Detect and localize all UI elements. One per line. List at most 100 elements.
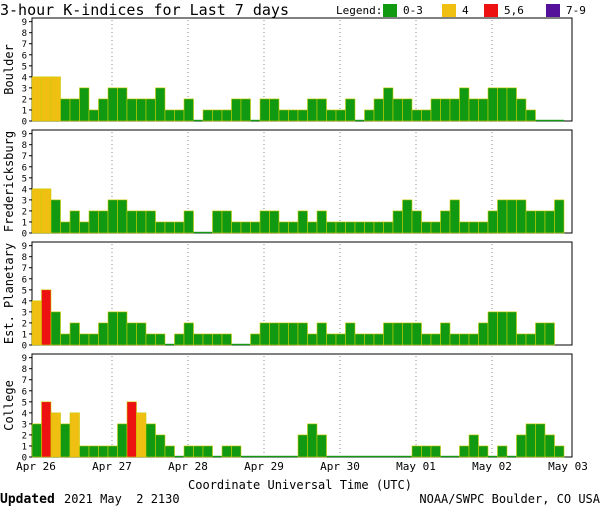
k-index-bar [468, 434, 479, 458]
y-tick-label: 8 [22, 29, 27, 39]
k-index-bar [174, 333, 185, 346]
k-index-bar [335, 221, 346, 234]
k-index-bar [411, 210, 422, 234]
k-index-bar [288, 322, 299, 346]
k-index-bar [212, 210, 223, 234]
k-index-bar [516, 199, 527, 234]
y-tick-label: 5 [22, 286, 27, 296]
panel-ylabel: Fredericksburg [2, 131, 16, 232]
k-index-bar [31, 76, 42, 122]
k-index-bar [535, 423, 546, 458]
x-tick-label: Apr 30 [320, 460, 360, 473]
k-index-bar [316, 98, 327, 122]
y-tick-label: 2 [22, 95, 27, 105]
y-tick-label: 9 [22, 18, 27, 28]
y-tick-label: 1 [22, 442, 27, 452]
k-index-bar [478, 98, 489, 122]
x-tick-label: Apr 26 [16, 460, 56, 473]
y-tick-label: 7 [22, 376, 27, 386]
k-index-bar [202, 445, 213, 458]
y-tick-label: 6 [22, 387, 27, 397]
k-index-bar [155, 333, 166, 346]
k-index-bar [88, 210, 99, 234]
k-index-bar [554, 199, 565, 234]
y-tick-label: 2 [22, 207, 27, 217]
y-tick-label: 4 [22, 297, 27, 307]
k-index-bar [79, 87, 90, 122]
k-index-bar [79, 221, 90, 234]
k-index-bar [88, 333, 99, 346]
k-index-bar [383, 87, 394, 122]
legend-text-7-9: 7-9 [566, 4, 586, 17]
k-index-bar [50, 311, 61, 346]
k-index-bar [136, 412, 147, 458]
k-index-bar [259, 322, 270, 346]
k-index-bar [468, 333, 479, 346]
k-index-bar [202, 333, 213, 346]
k-index-bar [183, 98, 194, 122]
k-index-bar [79, 333, 90, 346]
k-index-bar [316, 434, 327, 458]
k-index-bar [107, 87, 118, 122]
k-index-bar [231, 221, 242, 234]
k-index-bar [269, 98, 280, 122]
k-index-bar [145, 423, 156, 458]
k-index-bar [136, 322, 147, 346]
k-index-bar [31, 188, 42, 234]
legend-text-0-3: 0-3 [403, 4, 423, 17]
panel-ylabel: College [2, 380, 16, 431]
k-index-bar [117, 87, 128, 122]
k-index-bar [41, 188, 52, 234]
legend-text-4: 4 [462, 4, 469, 17]
k-index-bar [98, 210, 109, 234]
legend-text-5-6: 5,6 [504, 4, 524, 17]
k-index-bar [421, 109, 432, 122]
k-index-bar [269, 322, 280, 346]
y-tick-label: 3 [22, 196, 27, 206]
k-index-bar [164, 445, 175, 458]
k-index-bar [335, 109, 346, 122]
legend-label: Legend: [336, 4, 382, 17]
k-index-bar [307, 423, 318, 458]
k-index-bar [525, 333, 536, 346]
y-tick-label: 9 [22, 354, 27, 364]
k-index-bar [459, 333, 470, 346]
y-tick-label: 3 [22, 420, 27, 430]
y-tick-label: 8 [22, 365, 27, 375]
k-index-bar [69, 412, 80, 458]
y-tick-label: 7 [22, 152, 27, 162]
k-index-bar [69, 210, 80, 234]
y-tick-label: 0 [22, 454, 27, 464]
k-index-bar [459, 445, 470, 458]
legend-item-7-9: 7-9 [546, 4, 586, 17]
k-index-bar [155, 434, 166, 458]
k-index-bar [307, 221, 318, 234]
k-index-bar [174, 221, 185, 234]
k-index-bar [31, 300, 42, 346]
k-index-bar [174, 109, 185, 122]
k-index-bar [430, 221, 441, 234]
x-tick-label: Apr 27 [92, 460, 132, 473]
k-index-bar [383, 322, 394, 346]
k-index-bar [392, 322, 403, 346]
k-index-bar [459, 221, 470, 234]
k-index-bar [449, 333, 460, 346]
source-credit: NOAA/SWPC Boulder, CO USA [419, 492, 600, 506]
k-index-bar [297, 322, 308, 346]
k-index-bar [354, 221, 365, 234]
k-index-bar [487, 210, 498, 234]
k-index-bar [430, 98, 441, 122]
k-index-bar [221, 333, 232, 346]
k-index-bar [126, 322, 137, 346]
chart-title: 3-hour K-indices for Last 7 days [0, 1, 289, 19]
k-index-bar [478, 322, 489, 346]
k-index-bar [117, 423, 128, 458]
y-tick-label: 2 [22, 319, 27, 329]
k-index-bar [506, 199, 517, 234]
y-tick-label: 0 [22, 342, 27, 352]
k-index-bar [497, 445, 508, 458]
k-index-bar [402, 199, 413, 234]
updated-value: 2021 May 2 2130 [64, 492, 180, 506]
